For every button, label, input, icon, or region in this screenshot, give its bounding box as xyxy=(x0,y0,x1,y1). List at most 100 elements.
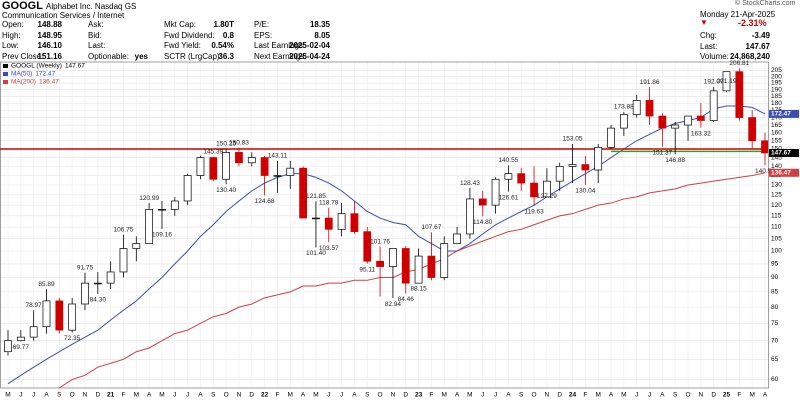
axis-value-box xyxy=(769,109,799,118)
candle-body xyxy=(4,340,12,353)
price-annotation: 107.67 xyxy=(421,224,441,231)
y-tick-label: 140 xyxy=(771,163,782,170)
price-annotation: 128.43 xyxy=(460,180,480,187)
x-tick-label: 23 xyxy=(415,392,423,399)
y-tick-label: 85 xyxy=(771,289,779,296)
x-tick-label: J xyxy=(340,392,343,399)
candle-body xyxy=(158,209,166,211)
candle-body xyxy=(273,175,282,177)
y-tick-label: 185 xyxy=(771,93,782,100)
candle-body xyxy=(735,71,744,118)
candle-body xyxy=(645,100,654,117)
x-tick-label: D xyxy=(557,392,562,399)
info-key: Low: xyxy=(2,41,19,50)
candle-body xyxy=(504,173,513,180)
candle-body xyxy=(170,200,179,210)
x-tick-label: A xyxy=(301,392,306,399)
info-key: Next Earnings: xyxy=(254,51,307,61)
sector: Communication Services / Internet xyxy=(2,11,125,20)
candle-body xyxy=(42,300,51,328)
x-tick-label: M xyxy=(5,392,10,399)
candle-body xyxy=(209,157,218,180)
candle-body xyxy=(671,124,680,129)
price-annotation: 85.89 xyxy=(38,281,55,288)
info-value: 0.54% xyxy=(211,41,234,50)
y-tick-label: 80 xyxy=(771,304,779,311)
y-tick-label: 100 xyxy=(771,248,782,255)
info-value: 8.05 xyxy=(314,30,330,40)
x-tick-label: A xyxy=(455,392,460,399)
candle-body xyxy=(247,157,256,164)
candle-body xyxy=(555,166,564,182)
price-annotation: 101.76 xyxy=(370,238,390,245)
price-annotation: 72.35 xyxy=(64,335,81,342)
info-key: Open: xyxy=(2,20,24,29)
info-key: Chg: xyxy=(700,31,717,40)
x-tick-label: N xyxy=(698,392,703,399)
candle-body xyxy=(235,152,243,164)
price-annotation: 69.77 xyxy=(13,344,30,351)
price-annotation: 201.19 xyxy=(717,78,737,85)
legend-swatch xyxy=(3,64,8,68)
x-tick-label: D xyxy=(403,392,408,399)
price-annotation: 88.15 xyxy=(410,285,427,292)
x-tick-label: S xyxy=(365,392,370,399)
candle-body xyxy=(401,248,410,284)
candle-body xyxy=(696,115,705,121)
candle-body xyxy=(427,255,436,278)
price-annotation: 206.81 xyxy=(729,60,749,67)
price-annotation: 120.99 xyxy=(139,195,159,202)
info-value: 18.35 xyxy=(309,20,330,29)
info-key: High: xyxy=(2,30,21,40)
info-key: Volume: xyxy=(700,52,729,61)
candle-body xyxy=(376,260,384,267)
price-annotation: 130.40 xyxy=(216,187,236,194)
price-annotation: 121.85 xyxy=(306,193,326,200)
candle-body xyxy=(222,152,230,180)
x-tick-label: N xyxy=(391,392,396,399)
price-annotation: 140.53 xyxy=(755,168,775,175)
candle-body xyxy=(55,300,64,331)
price-annotation: 114.80 xyxy=(473,219,493,226)
y-tick-label: 200 xyxy=(771,73,782,80)
x-tick-label: F xyxy=(429,392,433,399)
candle-body xyxy=(68,303,77,331)
y-tick-label: 165 xyxy=(771,122,782,129)
x-tick-label: O xyxy=(224,392,229,399)
plot-frame xyxy=(0,61,769,389)
candle-body xyxy=(517,173,526,184)
x-tick-label: J xyxy=(481,392,484,399)
price-annotation: 150.25 xyxy=(216,140,236,147)
price-annotation: 95.11 xyxy=(359,266,375,273)
candle-body xyxy=(324,217,333,230)
candle-body xyxy=(389,248,397,267)
y-tick-label: 95 xyxy=(771,261,779,268)
x-tick-label: O xyxy=(70,392,75,399)
candle-body xyxy=(453,233,461,244)
price-annotation: 91.75 xyxy=(77,264,94,271)
candle-body xyxy=(491,178,500,206)
axis-value-box xyxy=(769,148,799,157)
info-value: yes xyxy=(134,51,148,61)
x-tick-label: F xyxy=(737,392,741,399)
price-annotation: 106.75 xyxy=(114,226,134,233)
candle-body xyxy=(632,100,641,115)
price-annotation: 118.78 xyxy=(319,199,339,206)
candle-body xyxy=(619,114,628,129)
x-tick-label: A xyxy=(609,392,614,399)
candle-body xyxy=(350,213,359,232)
candle-body xyxy=(132,243,141,249)
y-tick-label: 205 xyxy=(771,67,782,74)
candle-body xyxy=(709,90,718,121)
y-tick-label: 115 xyxy=(771,213,782,220)
info-key: P/E: xyxy=(254,20,270,29)
price-annotation: 173.88 xyxy=(614,104,634,111)
axis-value-label: 172.47 xyxy=(771,111,791,118)
price-annotation: 145.39 xyxy=(203,149,223,156)
company: Alphabet Inc. Nasdaq GS xyxy=(46,2,137,11)
x-tick-label: A xyxy=(352,392,357,399)
y-tick-label: 105 xyxy=(771,235,782,242)
credit: © StockCharts.com xyxy=(735,0,796,7)
price-annotation: 163.32 xyxy=(691,130,711,137)
